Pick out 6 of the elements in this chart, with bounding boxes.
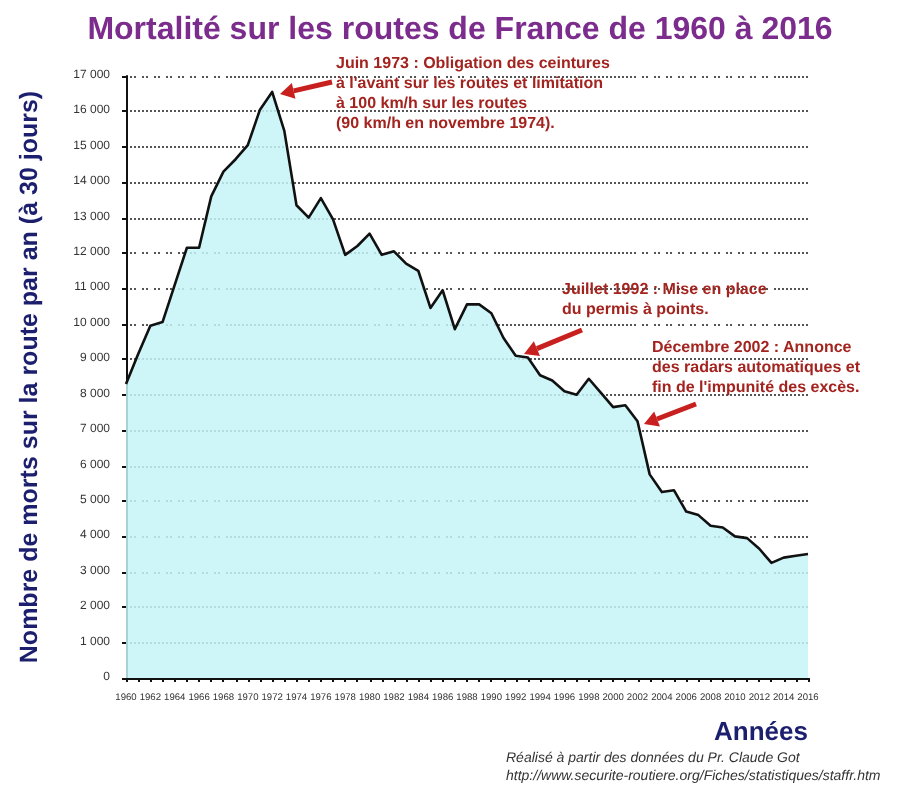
y-axis-title: Nombre de morts sur la route par an (à 30 jours) bbox=[15, 90, 43, 664]
annotation: Juin 1973 : Obligation des ceintures à l'avant sur les routes et limitation à 100 km/h sur les routes (90 km/h en novembre 1974). bbox=[336, 54, 611, 132]
chart-title: Mortalité sur les routes de France de 1960 à 2016 bbox=[87, 13, 833, 47]
x-axis-title: Années bbox=[714, 716, 808, 746]
annotation: Juillet 1992 : Mise en place du permis à points. bbox=[562, 280, 768, 318]
annotation: Décembre 2002 : Annonce des radars automatiques et fin de l'impunité des excès. bbox=[652, 338, 861, 396]
